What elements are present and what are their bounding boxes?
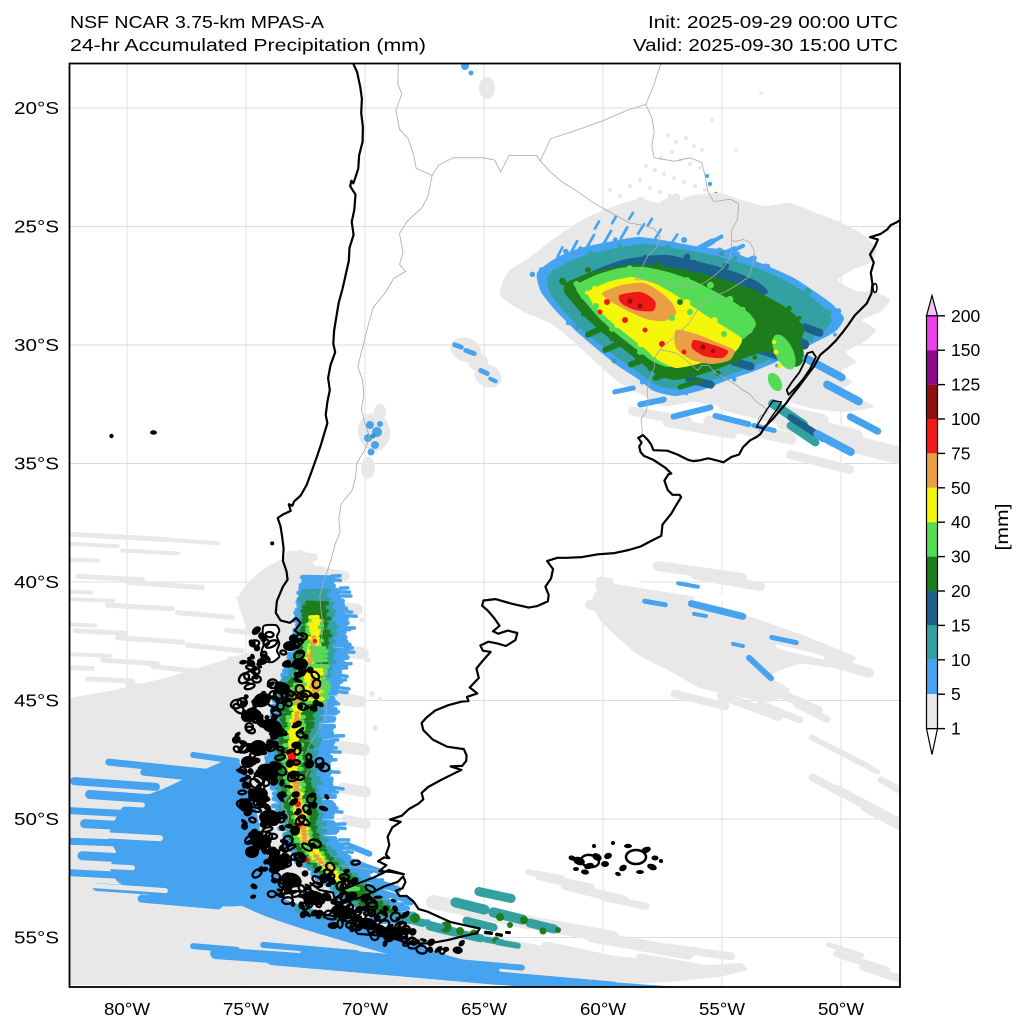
svg-text:75°W: 75°W [223,999,270,1019]
svg-text:24-hr Accumulated Precipitatio: 24-hr Accumulated Precipitation (mm) [70,35,426,55]
svg-text:55°S: 55°S [14,928,59,948]
svg-text:40: 40 [951,512,971,532]
svg-text:100: 100 [951,409,980,429]
svg-text:40°S: 40°S [14,572,59,592]
svg-text:NSF NCAR 3.75-km MPAS-A: NSF NCAR 3.75-km MPAS-A [70,12,324,32]
svg-text:30°S: 30°S [14,335,59,355]
svg-text:10: 10 [951,650,971,670]
svg-text:200: 200 [951,306,980,326]
svg-text:55°W: 55°W [699,999,746,1019]
svg-text:30: 30 [951,547,971,567]
svg-text:50: 50 [951,478,971,498]
svg-text:150: 150 [951,340,980,360]
svg-text:65°W: 65°W [461,999,508,1019]
svg-text:20: 20 [951,581,971,601]
svg-text:5: 5 [951,684,961,704]
svg-text:1: 1 [951,719,961,739]
svg-text:50°W: 50°W [818,999,865,1019]
svg-text:50°S: 50°S [14,809,59,829]
svg-text:70°W: 70°W [342,999,389,1019]
svg-text:45°S: 45°S [14,691,59,711]
svg-text:75: 75 [951,443,970,463]
svg-text:60°W: 60°W [580,999,627,1019]
svg-text:125: 125 [951,375,980,395]
svg-text:25°S: 25°S [14,217,59,237]
svg-text:20°S: 20°S [14,98,59,118]
svg-text:15: 15 [951,615,970,635]
svg-text:35°S: 35°S [14,454,59,474]
svg-text:Valid: 2025-09-30 15:00 UTC: Valid: 2025-09-30 15:00 UTC [633,35,898,55]
svg-text:80°W: 80°W [104,999,151,1019]
svg-text:[mm]: [mm] [992,504,1012,551]
svg-text:Init: 2025-09-29 00:00 UTC: Init: 2025-09-29 00:00 UTC [648,12,898,32]
